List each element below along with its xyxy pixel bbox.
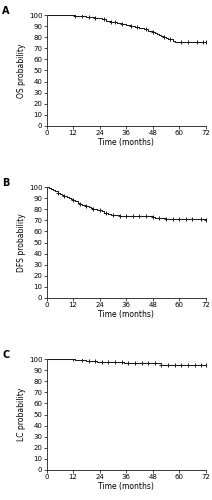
- Text: B: B: [2, 178, 10, 188]
- X-axis label: Time (months): Time (months): [98, 138, 154, 147]
- Y-axis label: LC probability: LC probability: [17, 388, 26, 441]
- Text: C: C: [2, 350, 9, 360]
- Text: A: A: [2, 6, 10, 16]
- X-axis label: Time (months): Time (months): [98, 310, 154, 319]
- Y-axis label: OS probability: OS probability: [17, 43, 26, 98]
- X-axis label: Time (months): Time (months): [98, 482, 154, 491]
- Y-axis label: DFS probability: DFS probability: [17, 213, 26, 272]
